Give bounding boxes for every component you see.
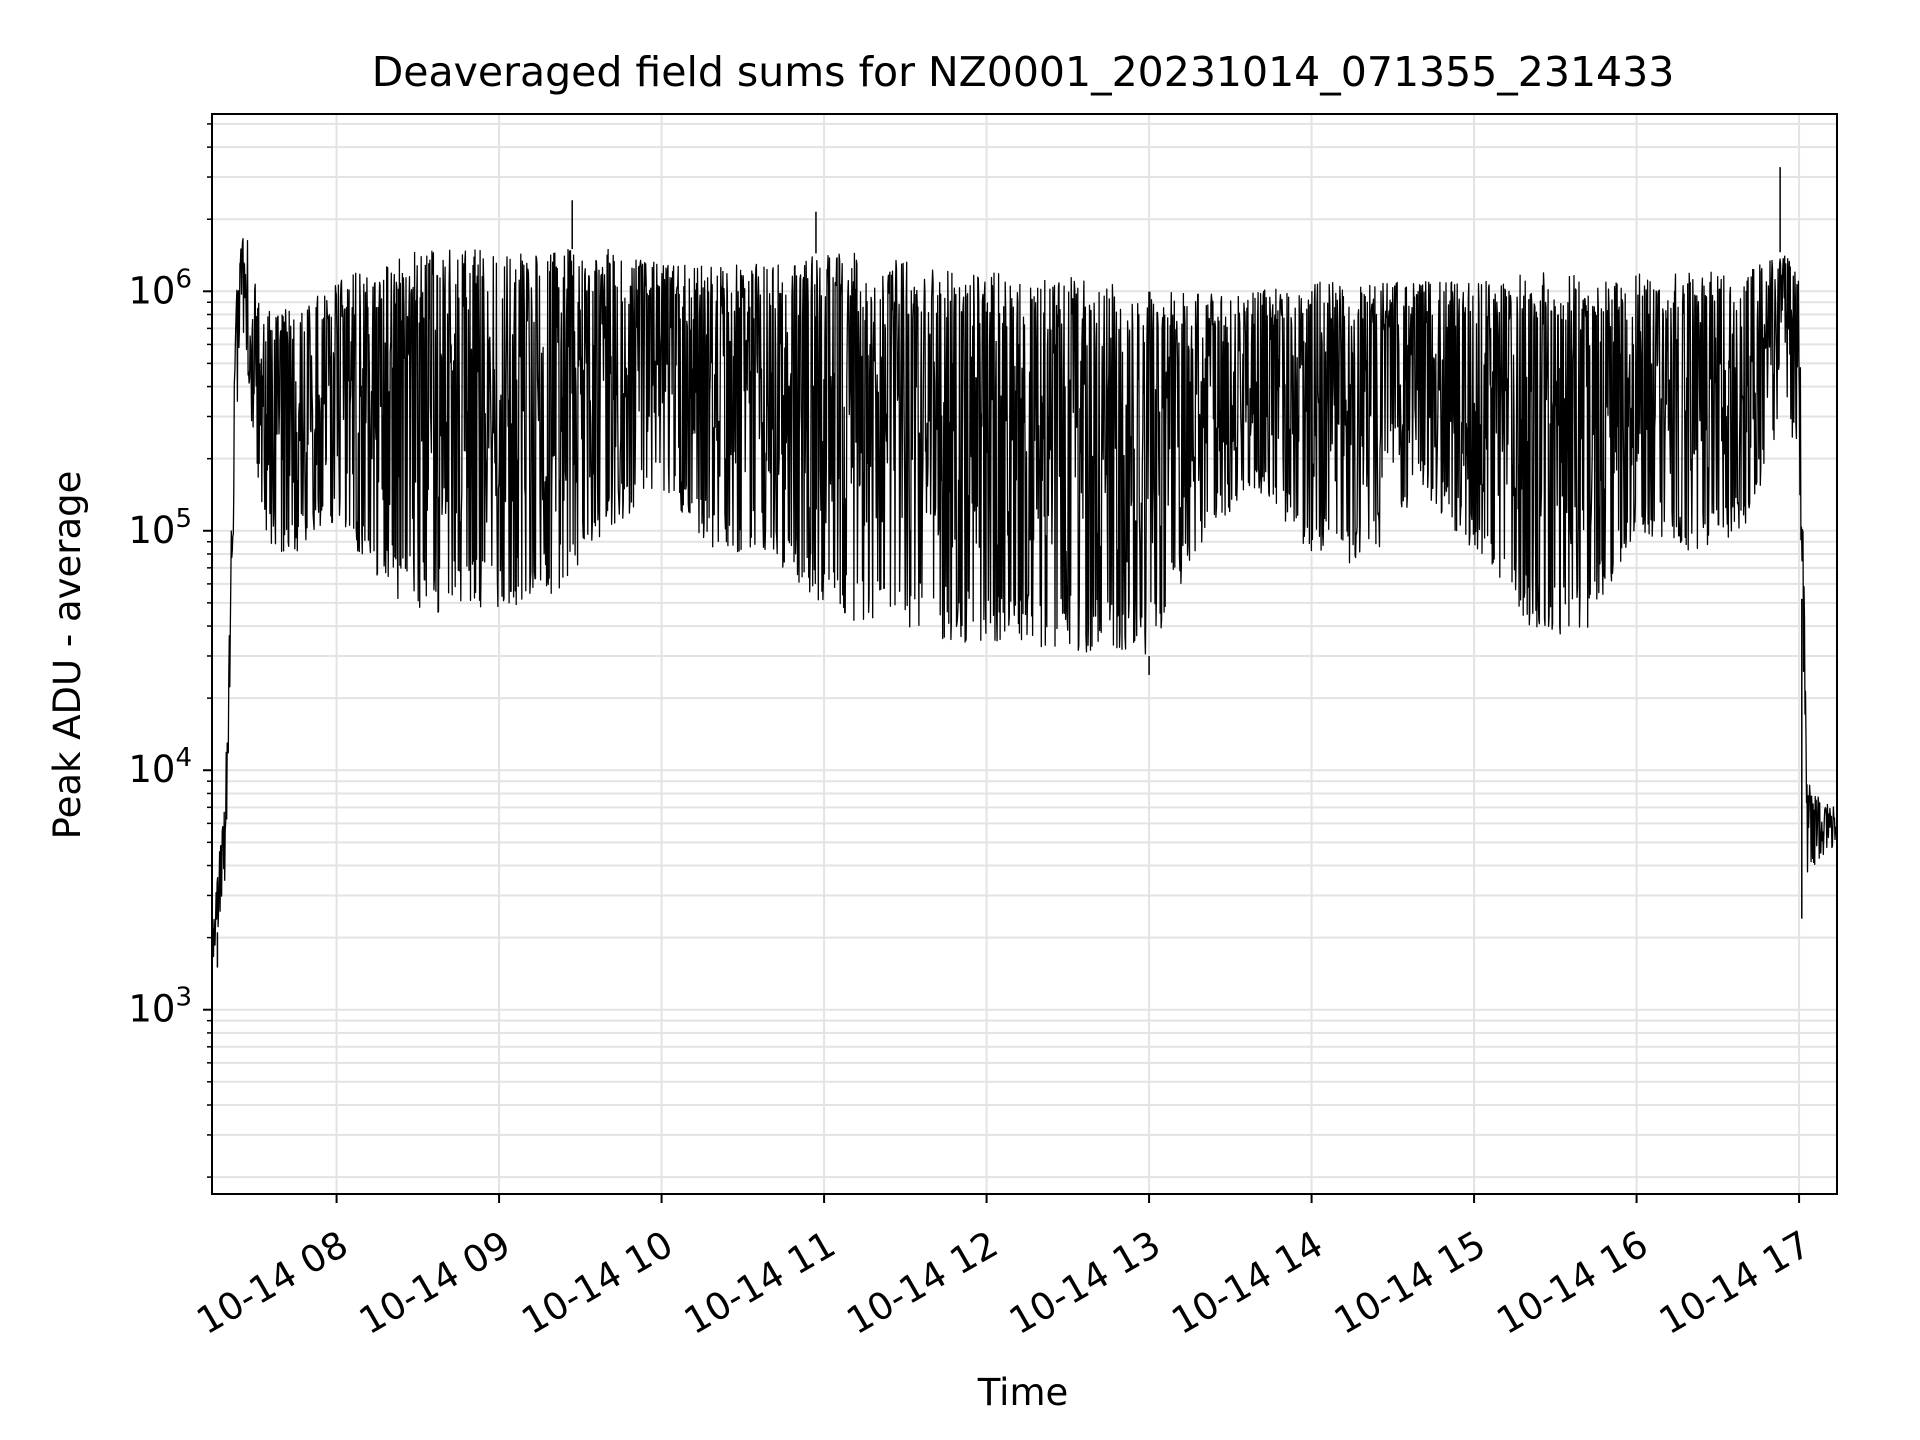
y-tick-label: 105	[128, 504, 192, 552]
y-axis: 103 104 105 106	[128, 123, 212, 1178]
y-tick-label: 106	[128, 264, 192, 312]
plot-frame	[211, 113, 1838, 1195]
chart-title: Deaveraged field sums for NZ0001_2023101…	[372, 48, 1675, 96]
grid	[212, 114, 1837, 1194]
series-line	[211, 238, 1838, 967]
x-axis-label: Time	[977, 1371, 1069, 1414]
series-layer	[211, 167, 1838, 968]
y-axis-label: Peak ADU - average	[46, 471, 89, 840]
y-tick-label: 104	[128, 743, 192, 791]
y-tick-label: 103	[128, 983, 192, 1031]
